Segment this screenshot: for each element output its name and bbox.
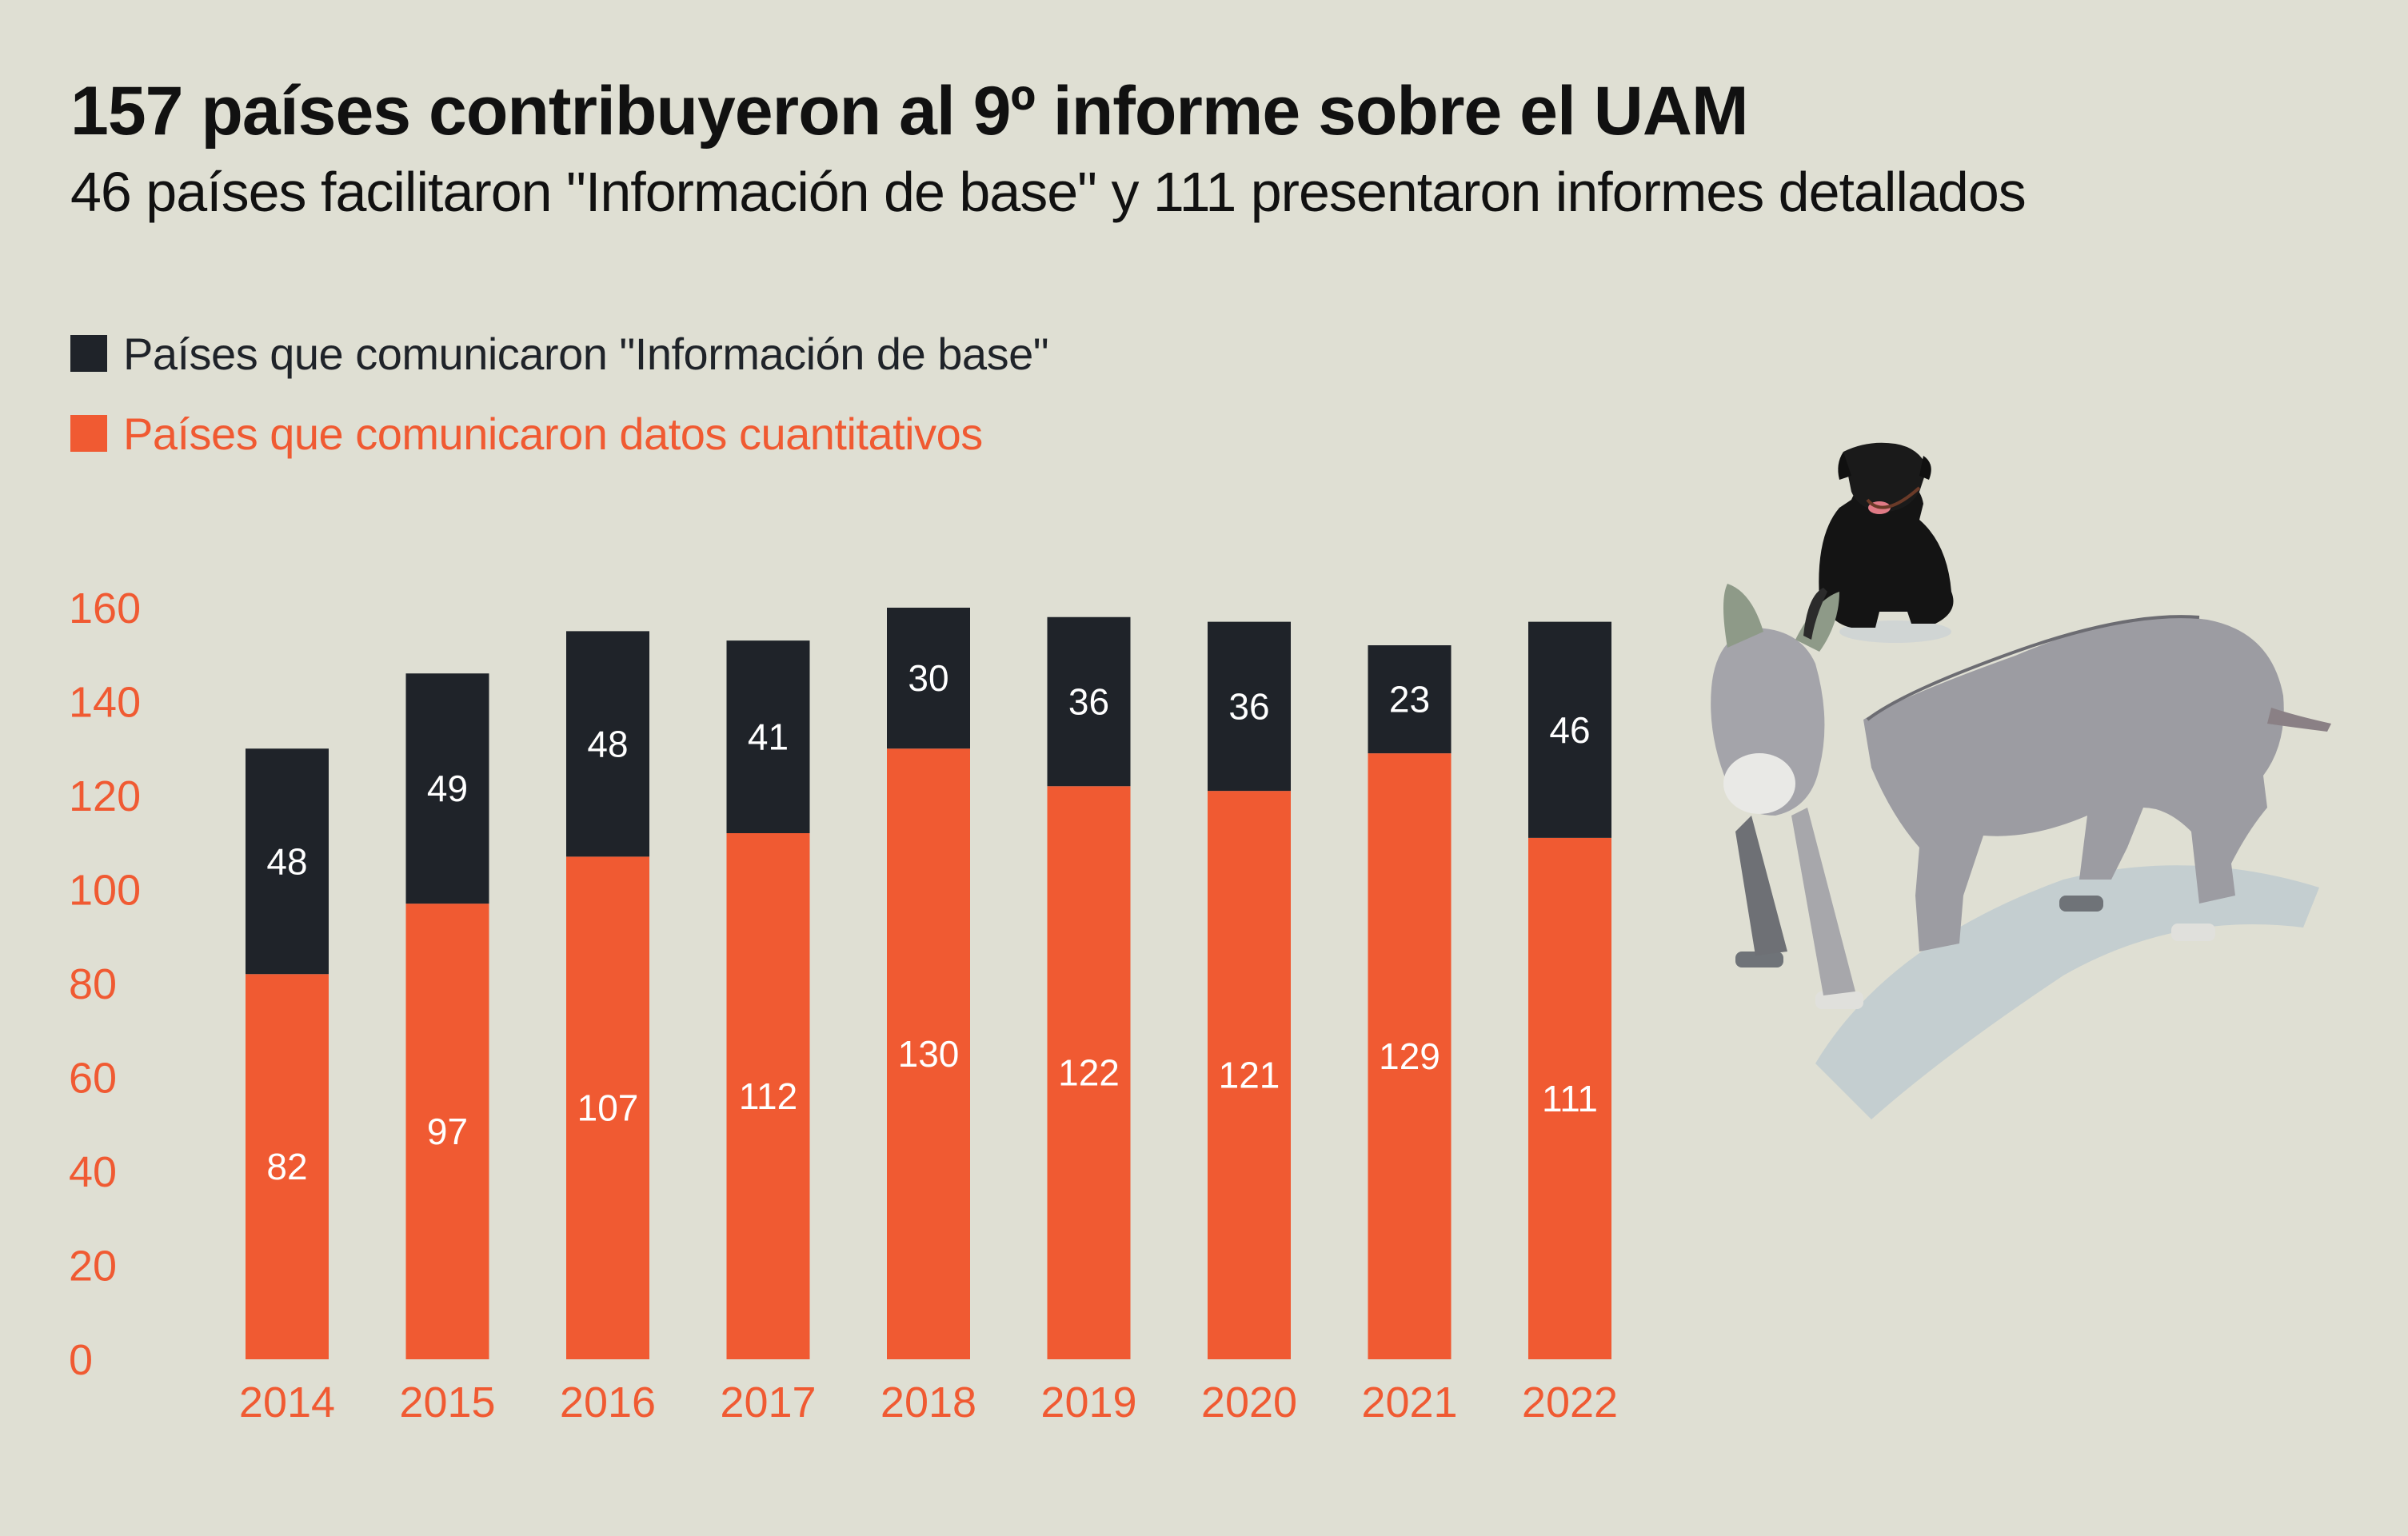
bar-label-baseline-info: 36 [1228, 685, 1269, 727]
legend-label-quantitative: Países que comunicaron datos cuantitativ… [123, 408, 983, 459]
y-tick-label: 160 [69, 584, 141, 632]
legend-swatch-quantitative [70, 415, 107, 452]
animal-illustration [1711, 442, 2331, 1119]
y-tick-label: 20 [69, 1243, 117, 1291]
bar-segment-baseline-info [887, 608, 970, 749]
y-tick-label: 60 [69, 1055, 117, 1103]
x-tick-label: 2014 [239, 1378, 335, 1426]
bar-group-2022: 111 46 [1528, 621, 1611, 1359]
x-tick-label: 2020 [1201, 1378, 1297, 1426]
bar-segment-baseline-info [1047, 616, 1131, 787]
y-tick-label: 100 [69, 867, 141, 915]
bar-segment-quantitative [1368, 753, 1452, 1359]
x-tick-label: 2019 [1040, 1378, 1136, 1426]
legend-label-baseline-info: Países que comunicaron "Información de b… [123, 328, 1049, 379]
chart-subtitle: 46 países facilitaron "Información de ba… [70, 161, 2027, 223]
bars: 82 48 97 49 107 48 112 41 130 30 122 36 121 36 129 23 11… [246, 608, 1611, 1359]
bar-group-2016: 107 48 [566, 631, 649, 1359]
bar-segment-quantitative [246, 974, 329, 1359]
x-tick-label: 2021 [1361, 1378, 1457, 1426]
donkey-icon [1711, 584, 2331, 1119]
bar-segment-quantitative [566, 856, 649, 1359]
bar-label-baseline-info: 48 [266, 840, 307, 882]
bar-label-baseline-info: 23 [1389, 679, 1430, 720]
bar-label-quantitative: 129 [1379, 1035, 1440, 1077]
bar-label-quantitative: 130 [898, 1033, 960, 1075]
y-tick-label: 0 [69, 1336, 93, 1384]
bar-group-2019: 122 36 [1047, 616, 1131, 1359]
bar-label-quantitative: 112 [739, 1075, 797, 1117]
bar-segment-quantitative [405, 904, 489, 1359]
bar-segment-quantitative [1047, 786, 1131, 1359]
legend-swatch-baseline-info [70, 335, 107, 372]
x-tick-label: 2017 [720, 1378, 816, 1426]
bar-segment-baseline-info [246, 748, 329, 975]
bar-label-quantitative: 111 [1542, 1078, 1598, 1119]
bar-label-baseline-info: 48 [587, 723, 628, 764]
bar-segment-baseline-info [566, 631, 649, 857]
y-tick-label: 120 [69, 772, 141, 820]
x-axis: 2014 2015 2016 2017 2018 2019 2020 2021 2022 [239, 1378, 1618, 1426]
bar-group-2014: 82 48 [246, 748, 329, 1359]
x-tick-label: 2018 [881, 1378, 976, 1426]
bar-segment-baseline-info [405, 673, 489, 904]
legend: Países que comunicaron "Información de b… [70, 328, 1049, 488]
bar-label-quantitative: 97 [427, 1111, 468, 1152]
bar-label-quantitative: 107 [577, 1087, 639, 1129]
bar-label-baseline-info: 30 [908, 657, 948, 699]
bar-label-baseline-info: 46 [1549, 709, 1590, 751]
bar-segment-baseline-info [1368, 645, 1452, 754]
x-tick-label: 2022 [1522, 1378, 1618, 1426]
bar-label-quantitative: 122 [1058, 1052, 1120, 1094]
y-tick-label: 140 [69, 679, 141, 727]
bar-segment-quantitative [726, 833, 810, 1359]
bar-segment-quantitative [1208, 791, 1291, 1359]
x-tick-label: 2015 [399, 1378, 495, 1426]
bar-label-quantitative: 82 [266, 1146, 307, 1187]
x-tick-label: 2016 [560, 1378, 656, 1426]
bar-group-2015: 97 49 [405, 673, 489, 1359]
bar-group-2017: 112 41 [726, 640, 810, 1359]
bar-segment-quantitative [887, 748, 970, 1359]
bar-group-2021: 129 23 [1368, 645, 1452, 1359]
bar-label-baseline-info: 36 [1068, 681, 1109, 723]
bar-label-baseline-info: 49 [427, 768, 468, 809]
bar-group-2018: 130 30 [887, 608, 970, 1359]
y-tick-label: 40 [69, 1148, 117, 1196]
bar-group-2020: 121 36 [1208, 621, 1291, 1359]
dog-icon [1819, 442, 1954, 643]
bar-segment-baseline-info [726, 640, 810, 833]
chart-title: 157 países contribuyeron al 9º informe s… [70, 73, 1749, 150]
y-axis: 0 20 40 60 80 100 120 140 160 [69, 584, 141, 1384]
bar-label-quantitative: 121 [1219, 1055, 1280, 1096]
y-tick-label: 80 [69, 960, 117, 1008]
bar-segment-baseline-info [1208, 621, 1291, 792]
bar-segment-baseline-info [1528, 621, 1611, 838]
bar-segment-quantitative [1528, 837, 1611, 1359]
bar-label-baseline-info: 41 [748, 716, 789, 758]
legend-item-baseline-info: Países que comunicaron "Información de b… [70, 328, 1049, 379]
legend-item-quantitative: Países que comunicaron datos cuantitativ… [70, 408, 1048, 459]
